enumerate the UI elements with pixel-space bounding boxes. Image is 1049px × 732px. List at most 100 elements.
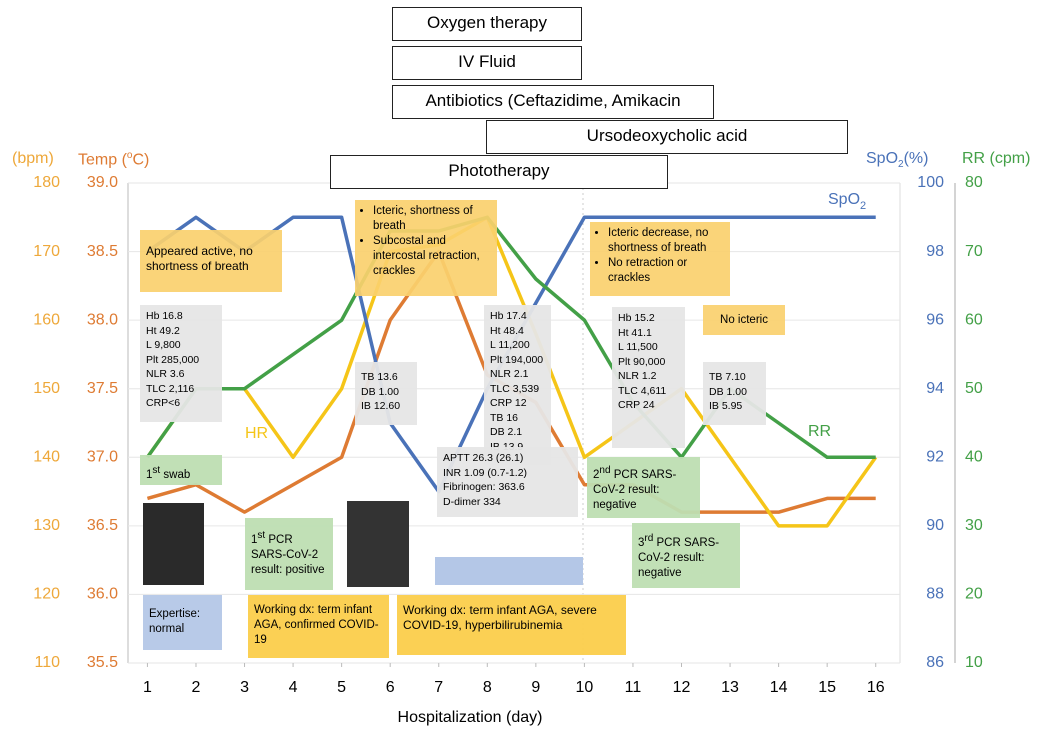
highlight-bar bbox=[435, 557, 583, 585]
label-part: SpO bbox=[866, 150, 898, 167]
x-tick-label: 14 bbox=[770, 679, 788, 696]
series-label: SpO2 bbox=[828, 191, 866, 212]
y-tick-label: 20 bbox=[965, 586, 983, 603]
x-tick-label: 7 bbox=[434, 679, 443, 696]
y-tick-label: 35.5 bbox=[87, 654, 118, 671]
x-tick-label: 15 bbox=[818, 679, 836, 696]
note-line: INR 1.09 (0.7-1.2) bbox=[443, 466, 572, 481]
treatment: Antibiotics (Ceftazidime, Amikacin bbox=[392, 85, 714, 119]
note-part: rd bbox=[644, 533, 653, 544]
x-tick-label: 3 bbox=[240, 679, 249, 696]
note: Expertise: normal bbox=[143, 595, 222, 650]
note-line: Hb 16.8 bbox=[146, 309, 216, 324]
treatment: Oxygen therapy bbox=[392, 7, 582, 41]
y-tick-label: 100 bbox=[917, 174, 944, 191]
y-tick-label: 36.0 bbox=[87, 586, 118, 603]
y3-axis-title: SpO2(%) bbox=[866, 150, 928, 170]
note-line: NLR 3.6 bbox=[146, 367, 216, 382]
note-line: DB 2.1 bbox=[490, 425, 545, 440]
x-tick-label: 8 bbox=[483, 679, 492, 696]
x-tick-label: 10 bbox=[576, 679, 594, 696]
x-tick-label: 9 bbox=[531, 679, 540, 696]
note-line: CRP<6 bbox=[146, 396, 216, 411]
y-tick-label: 36.5 bbox=[87, 517, 118, 534]
note-line: IB 12.60 bbox=[361, 399, 411, 414]
lab-note: Hb 17.4Ht 48.4L 11,200Plt 194,000NLR 2.1… bbox=[484, 305, 551, 465]
y-tick-label: 120 bbox=[33, 586, 60, 603]
bullet-list: Icteric, shortness of breathSubcostal an… bbox=[361, 204, 491, 279]
x-tick-label: 6 bbox=[386, 679, 395, 696]
note-line: Ht 49.2 bbox=[146, 324, 216, 339]
lab-note: APTT 26.3 (26.1)INR 1.09 (0.7-1.2)Fibrin… bbox=[437, 447, 578, 517]
note: Appeared active, no shortness of breath bbox=[140, 230, 282, 292]
note-part: swab bbox=[160, 469, 190, 481]
y-tick-label: 98 bbox=[926, 243, 944, 260]
lab-note: Hb 16.8Ht 49.2L 9,800Plt 285,000NLR 3.6T… bbox=[140, 305, 222, 422]
y-tick-label: 40 bbox=[965, 449, 983, 466]
x-tick-label: 16 bbox=[867, 679, 885, 696]
y-tick-label: 160 bbox=[33, 311, 60, 328]
xray-image bbox=[347, 501, 409, 587]
x-tick-label: 13 bbox=[721, 679, 739, 696]
note: No icteric bbox=[703, 305, 785, 335]
note-line: APTT 26.3 (26.1) bbox=[443, 451, 572, 466]
note-line: TB 7.10 bbox=[709, 370, 760, 385]
y-tick-label: 92 bbox=[926, 449, 944, 466]
y-tick-label: 94 bbox=[926, 380, 944, 397]
note-line: Fibrinogen: 363.6 bbox=[443, 480, 572, 495]
bullet: Icteric decrease, no shortness of breath bbox=[608, 226, 724, 256]
treatment: Phototherapy bbox=[330, 155, 668, 189]
y-tick-label: 96 bbox=[926, 311, 944, 328]
y-tick-label: 10 bbox=[965, 654, 983, 671]
note-line: L 9,800 bbox=[146, 338, 216, 353]
pcr-note: 1st PCR SARS-CoV-2 result: positive bbox=[245, 518, 333, 590]
series-label: RR bbox=[808, 423, 831, 440]
note: Icteric decrease, no shortness of breath… bbox=[590, 222, 730, 296]
y4-axis-title: RR (cpm) bbox=[962, 150, 1030, 168]
note-line: TB 16 bbox=[490, 411, 545, 426]
x-tick-label: 2 bbox=[192, 679, 201, 696]
y-tick-label: 180 bbox=[33, 174, 60, 191]
note-line: Hb 15.2 bbox=[618, 311, 679, 326]
y-tick-label: 50 bbox=[965, 380, 983, 397]
y-tick-label: 38.5 bbox=[87, 243, 118, 260]
note-line: Plt 285,000 bbox=[146, 353, 216, 368]
note: Working dx: term infant AGA, severe COVI… bbox=[397, 595, 626, 655]
page: Hospitalization (day) HR SpO2 RR 1101201… bbox=[0, 0, 1049, 732]
note-line: Ht 48.4 bbox=[490, 324, 545, 339]
y2-axis-title: Temp (oC) bbox=[78, 150, 149, 169]
y-tick-label: 30 bbox=[965, 517, 983, 534]
label-part: C) bbox=[132, 151, 149, 168]
note-line: IB 5.95 bbox=[709, 399, 760, 414]
treatment: IV Fluid bbox=[392, 46, 582, 80]
y-tick-label: 90 bbox=[926, 517, 944, 534]
y-tick-label: 130 bbox=[33, 517, 60, 534]
y-tick-label: 70 bbox=[965, 243, 983, 260]
y-tick-label: 150 bbox=[33, 380, 60, 397]
series-label: HR bbox=[245, 425, 268, 442]
xray-image bbox=[143, 503, 204, 585]
y-tick-label: 140 bbox=[33, 449, 60, 466]
note-line: NLR 1.2 bbox=[618, 369, 679, 384]
swab-note: 1st swab bbox=[140, 455, 222, 485]
note-line: TB 13.6 bbox=[361, 370, 411, 385]
note-line: CRP 12 bbox=[490, 396, 545, 411]
bullet-list: Icteric decrease, no shortness of breath… bbox=[596, 226, 724, 286]
pcr-note: 2nd PCR SARS-CoV-2 result: negative bbox=[587, 457, 700, 518]
note-part: nd bbox=[599, 465, 610, 476]
y-tick-label: 37.0 bbox=[87, 449, 118, 466]
y-tick-label: 38.0 bbox=[87, 311, 118, 328]
note-line: TLC 4,611 bbox=[618, 384, 679, 399]
note-line: TLC 2,116 bbox=[146, 382, 216, 397]
bullet: Subcostal and intercostal retraction, cr… bbox=[373, 234, 491, 279]
treatment: Ursodeoxycholic acid bbox=[486, 120, 848, 154]
note-line: L 11,200 bbox=[490, 338, 545, 353]
x-tick-label: 11 bbox=[625, 679, 642, 696]
pcr-note: 3rd PCR SARS-CoV-2 result: negative bbox=[632, 523, 740, 588]
note-line: TLC 3,539 bbox=[490, 382, 545, 397]
note-line: CRP 24 bbox=[618, 398, 679, 413]
bullet: No retraction or crackles bbox=[608, 256, 724, 286]
